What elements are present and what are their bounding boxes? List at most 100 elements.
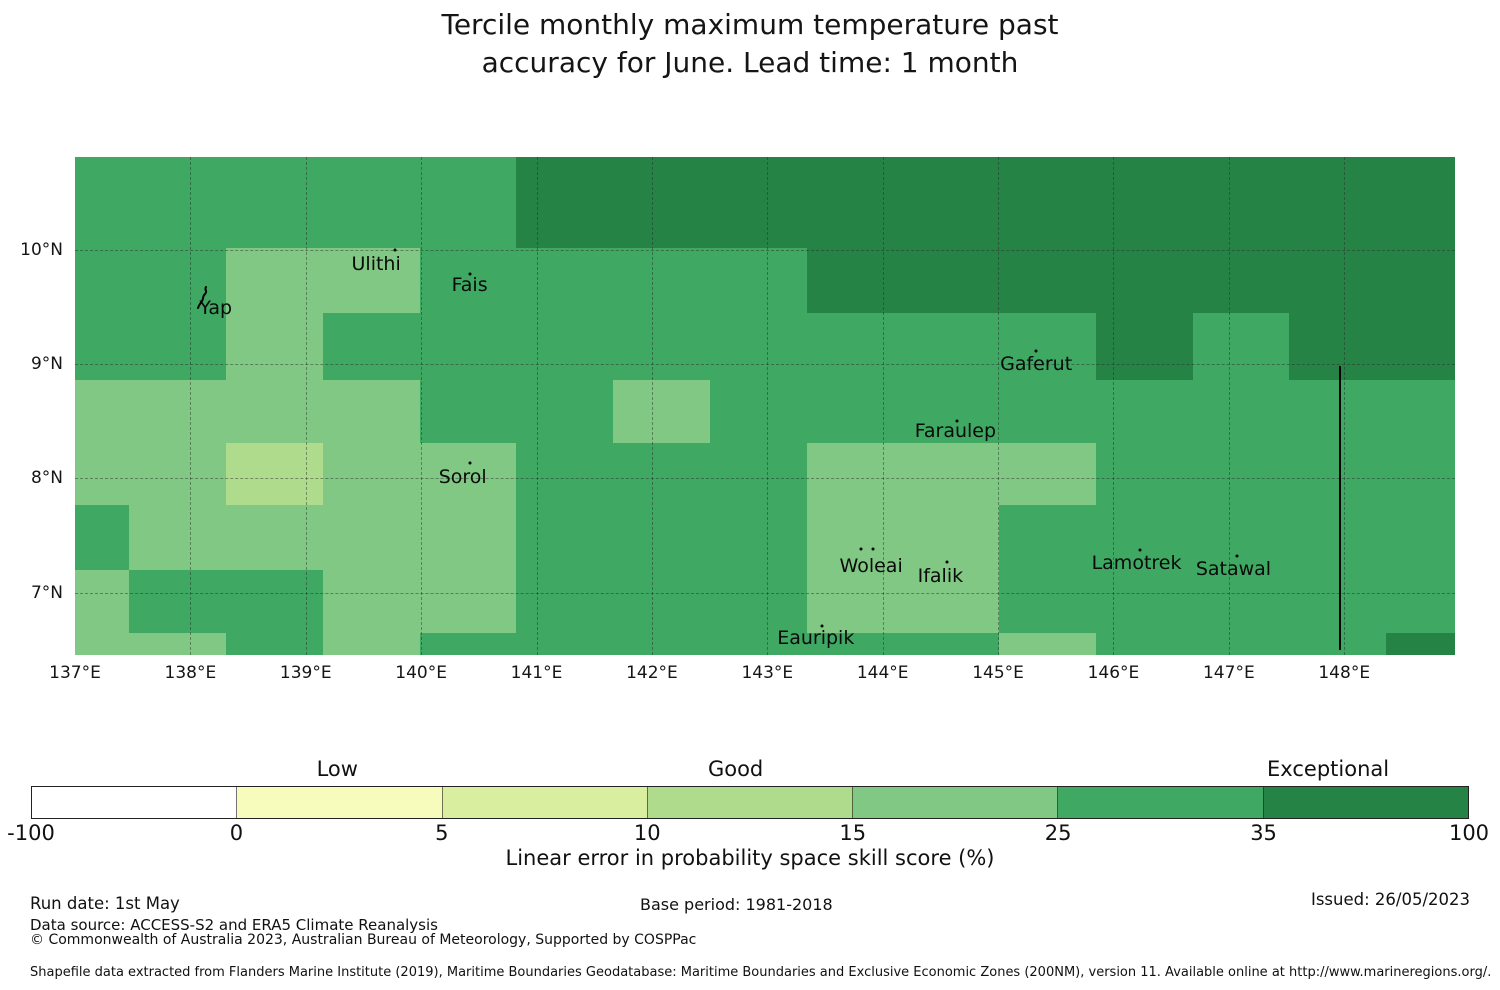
grid-cell xyxy=(902,379,1000,443)
colorbar-segment xyxy=(442,787,648,818)
island-dot xyxy=(945,560,949,564)
meridian-gridline xyxy=(421,157,423,655)
issued-date-text: Issued: 26/05/2023 xyxy=(1310,890,1470,909)
place-label: Ulithi xyxy=(351,253,401,276)
chart-title-line2: accuracy for June. Lead time: 1 month xyxy=(481,46,1019,79)
grid-cell xyxy=(612,504,710,570)
grid-cell xyxy=(515,312,613,380)
grid-cell xyxy=(515,569,613,633)
grid-cell xyxy=(1288,442,1386,505)
grid-cell xyxy=(226,504,324,570)
eez-line xyxy=(1338,366,1341,650)
grid-cell xyxy=(709,569,807,633)
grid-cell xyxy=(1288,504,1386,570)
colorbar-segment xyxy=(237,787,443,818)
parallel-gridline xyxy=(75,592,1455,594)
colorbar-segment xyxy=(32,787,238,818)
island-dot xyxy=(1138,548,1142,552)
grid-cell xyxy=(1096,442,1194,505)
longitude-tick-label: 145°E xyxy=(972,663,1024,683)
chart-title: Tercile monthly maximum temperature past… xyxy=(0,6,1500,82)
grid-cell xyxy=(75,632,130,655)
grid-cell xyxy=(709,442,807,505)
grid-cell xyxy=(129,157,227,248)
colorbar-segment xyxy=(1263,787,1468,818)
island-dot xyxy=(393,248,397,252)
grid-cell xyxy=(1385,632,1455,655)
grid-cell xyxy=(420,504,516,570)
grid-cell xyxy=(323,379,420,443)
grid-cell xyxy=(226,247,324,313)
meridian-gridline xyxy=(998,157,1000,655)
shapefile-attribution-text: Shapefile data extracted from Flanders M… xyxy=(30,965,1492,980)
yap-island-outline xyxy=(195,286,211,314)
grid-cell xyxy=(999,157,1097,248)
grid-cell xyxy=(612,442,710,505)
grid-cell xyxy=(806,247,903,313)
grid-cell xyxy=(1288,157,1386,248)
island-dot xyxy=(468,461,472,465)
place-label: Eauripik xyxy=(777,627,855,650)
grid-cell xyxy=(1385,312,1455,380)
grid-cell xyxy=(129,247,227,313)
grid-cell xyxy=(612,632,710,655)
grid-cell xyxy=(420,569,516,633)
colorbar-tick-label: 100 xyxy=(1448,821,1490,845)
grid-cell xyxy=(129,442,227,505)
place-label: Gaferut xyxy=(1000,352,1073,375)
grid-cell xyxy=(1385,442,1455,505)
grid-cell xyxy=(709,632,807,655)
grid-cell xyxy=(75,504,130,570)
colorbar-tick-label: 0 xyxy=(229,821,244,845)
data-source-text: Data source: ACCESS-S2 and ERA5 Climate … xyxy=(30,916,438,934)
grid-cell xyxy=(515,247,613,313)
meridian-gridline xyxy=(651,157,653,655)
grid-cell xyxy=(1288,312,1386,380)
grid-cell xyxy=(129,632,227,655)
colorbar-tick-label: -100 xyxy=(7,821,55,845)
colorbar-segment xyxy=(1058,787,1264,818)
longitude-tick-label: 140°E xyxy=(395,663,447,683)
grid-cell xyxy=(612,569,710,633)
meridian-gridline xyxy=(305,157,307,655)
longitude-tick-label: 143°E xyxy=(741,663,794,683)
grid-cell xyxy=(806,442,903,505)
grid-cell xyxy=(1288,379,1386,443)
place-label: Fais xyxy=(451,274,488,297)
grid-cell xyxy=(999,442,1097,505)
grid-cell xyxy=(515,504,613,570)
grid-cell xyxy=(806,632,903,655)
longitude-tick-label: 139°E xyxy=(279,663,332,683)
map-canvas: Yap Ulithi Fais Sorol Gaferut Faraulep Woleai I… xyxy=(75,157,1455,655)
grid-cell xyxy=(806,312,903,380)
grid-cell xyxy=(75,379,130,443)
longitude-tick-label: 137°E xyxy=(49,663,101,683)
grid-cell xyxy=(1193,157,1289,248)
island-dot xyxy=(820,624,824,628)
grid-cell xyxy=(1385,504,1455,570)
grid-cell xyxy=(75,157,130,248)
place-label: Lamotrek xyxy=(1091,551,1182,574)
place-label: Ifalik xyxy=(917,564,964,587)
grid-cell xyxy=(129,504,227,570)
longitude-tick-label: 147°E xyxy=(1202,663,1255,683)
grid-cell xyxy=(1193,312,1289,380)
island-dot xyxy=(468,272,472,276)
colorbar-tick-label: 25 xyxy=(1044,821,1072,845)
grid-cell xyxy=(1096,247,1194,313)
grid-cell xyxy=(612,157,710,248)
grid-cell xyxy=(129,569,227,633)
grid-cell xyxy=(1385,569,1455,633)
colorbar-tick-label: 15 xyxy=(839,821,867,845)
grid-cell xyxy=(999,504,1097,570)
meridian-gridline xyxy=(190,157,192,655)
grid-cell xyxy=(1193,504,1289,570)
meridian-gridline xyxy=(767,157,769,655)
grid-cell xyxy=(515,632,613,655)
latitude-tick-label: 7°N xyxy=(30,582,63,603)
grid-cell xyxy=(323,569,420,633)
grid-cell xyxy=(612,379,710,443)
grid-cell xyxy=(226,379,324,443)
grid-cell xyxy=(902,247,1000,313)
